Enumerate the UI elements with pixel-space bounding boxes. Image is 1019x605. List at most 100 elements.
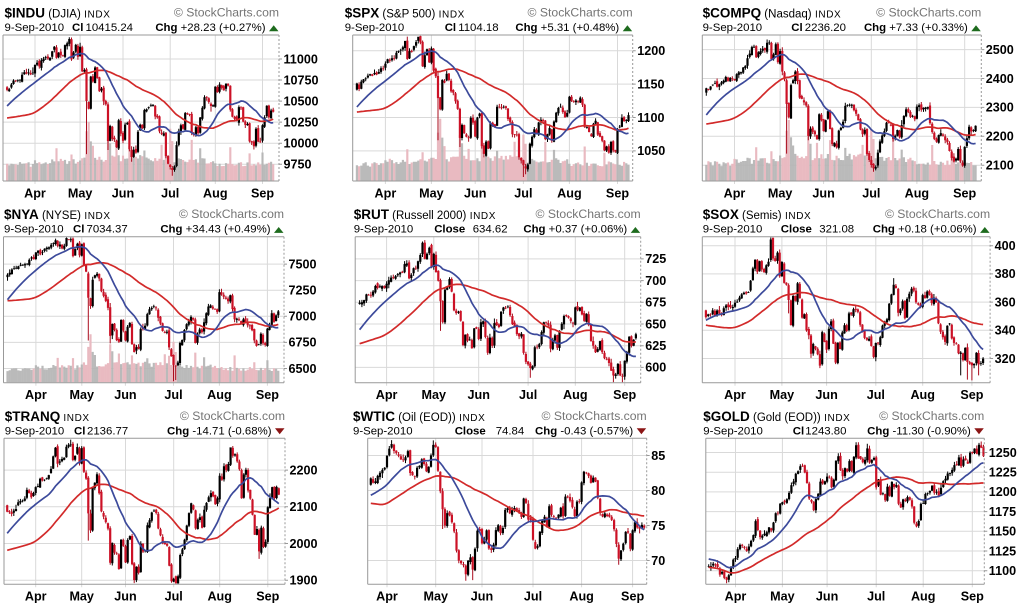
svg-text:Close: Close (455, 425, 486, 437)
svg-text:9-Sep-2010: 9-Sep-2010 (5, 22, 65, 34)
svg-text:10250: 10250 (284, 115, 319, 129)
svg-text:Cl: Cl (445, 22, 456, 34)
svg-text:9-Sep-2010: 9-Sep-2010 (353, 425, 413, 437)
svg-text:May: May (68, 186, 93, 200)
svg-text:Jun: Jun (816, 590, 838, 604)
svg-text:9-Sep-2010: 9-Sep-2010 (5, 425, 65, 437)
svg-text:634.62: 634.62 (473, 224, 508, 236)
svg-text:1125: 1125 (989, 544, 1016, 558)
svg-text:Jul: Jul (524, 590, 542, 604)
svg-text:Jun: Jun (471, 590, 493, 604)
svg-text:7250: 7250 (289, 284, 317, 298)
svg-text:1100: 1100 (989, 564, 1016, 578)
svg-text:Chg +5.31 (+0.48%): Chg +5.31 (+0.48%) (515, 22, 619, 34)
svg-text:6750: 6750 (289, 336, 317, 350)
svg-text:600: 600 (645, 361, 666, 375)
svg-text:Apr: Apr (725, 590, 747, 604)
svg-text:2200: 2200 (986, 130, 1014, 144)
svg-text:2500: 2500 (986, 43, 1014, 57)
svg-text:Jul: Jul (519, 388, 537, 402)
svg-text:Chg -11.30 (-0.90%): Chg -11.30 (-0.90%) (867, 425, 971, 437)
svg-text:© StockCharts.com: © StockCharts.com (528, 6, 633, 20)
svg-text:Aug: Aug (905, 186, 929, 200)
svg-text:1050: 1050 (637, 144, 665, 158)
svg-text:© StockCharts.com: © StockCharts.com (876, 6, 981, 20)
svg-text:Aug: Aug (910, 388, 934, 402)
svg-text:$GOLD (Gold (EOD)) INDX: $GOLD (Gold (EOD)) INDX (703, 409, 850, 424)
svg-text:May: May (423, 590, 448, 604)
svg-text:Apr: Apr (724, 388, 746, 402)
svg-text:May: May (419, 186, 444, 200)
svg-text:Chg +7.33 (+0.33%): Chg +7.33 (+0.33%) (864, 22, 968, 34)
svg-text:Close: Close (434, 224, 465, 236)
svg-text:675: 675 (645, 296, 666, 310)
svg-text:May: May (422, 388, 447, 402)
svg-text:10000: 10000 (284, 137, 319, 151)
svg-text:Cl: Cl (791, 22, 802, 34)
svg-text:Jul: Jul (164, 388, 182, 402)
svg-text:Sep: Sep (606, 186, 629, 200)
svg-text:700: 700 (645, 274, 666, 288)
svg-text:Jun: Jun (114, 590, 136, 604)
svg-text:1150: 1150 (989, 525, 1016, 539)
svg-text:Jul: Jul (514, 186, 532, 200)
svg-text:Cl: Cl (72, 22, 83, 34)
svg-text:Jul: Jul (165, 590, 183, 604)
svg-text:Apr: Apr (376, 388, 398, 402)
svg-text:Sep: Sep (613, 388, 636, 402)
svg-text:Apr: Apr (376, 590, 398, 604)
svg-text:Apr: Apr (25, 590, 47, 604)
svg-text:321.08: 321.08 (819, 224, 854, 236)
svg-text:2100: 2100 (986, 159, 1014, 173)
svg-text:625: 625 (645, 339, 666, 353)
svg-text:1900: 1900 (290, 574, 318, 588)
svg-text:Aug: Aug (203, 186, 227, 200)
svg-text:9-Sep-2010: 9-Sep-2010 (703, 224, 763, 236)
svg-text:1243.80: 1243.80 (805, 425, 846, 437)
svg-text:Sep: Sep (953, 186, 976, 200)
svg-text:Aug: Aug (207, 590, 231, 604)
svg-text:2000: 2000 (290, 537, 318, 551)
svg-text:2200: 2200 (290, 463, 318, 477)
svg-text:Jun: Jun (815, 388, 837, 402)
svg-text:Apr: Apr (724, 186, 746, 200)
svg-text:9-Sep-2010: 9-Sep-2010 (703, 22, 763, 34)
svg-text:© StockCharts.com: © StockCharts.com (885, 207, 990, 221)
svg-text:Jun: Jun (812, 186, 834, 200)
svg-text:Chg +0.18 (+0.06%): Chg +0.18 (+0.06%) (873, 224, 977, 236)
svg-text:$WTIC (Oil (EOD)) INDX: $WTIC (Oil (EOD)) INDX (353, 409, 485, 424)
svg-text:Aug: Aug (569, 590, 593, 604)
svg-text:1175: 1175 (989, 505, 1016, 519)
svg-text:Jul: Jul (161, 186, 179, 200)
svg-text:80: 80 (651, 484, 665, 498)
svg-text:400: 400 (995, 239, 1016, 253)
svg-text:Jul: Jul (862, 186, 880, 200)
svg-text:$INDU (DJIA) INDX: $INDU (DJIA) INDX (5, 6, 111, 21)
svg-text:1250: 1250 (989, 446, 1017, 460)
svg-text:2300: 2300 (986, 101, 1014, 115)
svg-text:9-Sep-2010: 9-Sep-2010 (703, 425, 763, 437)
svg-text:9750: 9750 (284, 158, 312, 172)
svg-text:© StockCharts.com: © StockCharts.com (536, 207, 641, 221)
svg-text:1200: 1200 (989, 485, 1017, 499)
svg-text:7000: 7000 (289, 310, 317, 324)
svg-text:340: 340 (995, 324, 1016, 338)
svg-text:Sep: Sep (251, 186, 274, 200)
svg-text:9-Sep-2010: 9-Sep-2010 (354, 224, 414, 236)
svg-text:10500: 10500 (284, 94, 319, 108)
svg-text:Aug: Aug (207, 388, 231, 402)
svg-text:7034.37: 7034.37 (87, 224, 128, 236)
svg-text:75: 75 (651, 519, 665, 533)
svg-text:Jun: Jun (464, 186, 486, 200)
svg-text:May: May (768, 186, 793, 200)
svg-text:1225: 1225 (989, 466, 1017, 480)
svg-text:$RUT (Russell 2000) INDX: $RUT (Russell 2000) INDX (354, 207, 496, 222)
svg-text:74.84: 74.84 (496, 425, 525, 437)
svg-text:Chg -0.43 (-0.57%): Chg -0.43 (-0.57%) (535, 425, 633, 437)
svg-text:Cl: Cl (793, 425, 804, 437)
svg-text:Jun: Jun (112, 186, 134, 200)
svg-text:© StockCharts.com: © StockCharts.com (174, 6, 279, 20)
svg-text:Chg -14.71 (-0.68%): Chg -14.71 (-0.68%) (167, 425, 272, 437)
svg-text:Chg +0.37 (+0.06%): Chg +0.37 (+0.06%) (523, 224, 627, 236)
svg-text:$SPX (S&P 500) INDX: $SPX (S&P 500) INDX (345, 6, 465, 21)
